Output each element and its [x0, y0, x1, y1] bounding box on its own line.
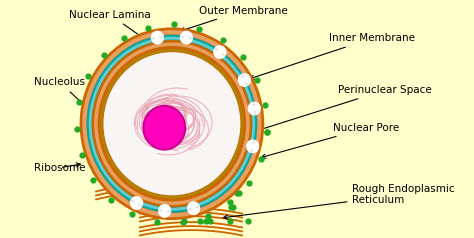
Text: Nucleolus: Nucleolus: [34, 77, 93, 113]
Text: Inner Membrane: Inner Membrane: [250, 34, 415, 79]
Text: DNA: DNA: [99, 123, 151, 143]
Ellipse shape: [96, 44, 248, 203]
Ellipse shape: [103, 52, 240, 195]
Ellipse shape: [144, 106, 185, 149]
Text: Perinuclear Space: Perinuclear Space: [257, 85, 432, 131]
Ellipse shape: [130, 196, 143, 210]
Ellipse shape: [237, 73, 251, 87]
Ellipse shape: [180, 31, 193, 45]
Text: Rough Endoplasmic
Reticulum: Rough Endoplasmic Reticulum: [223, 184, 455, 219]
Ellipse shape: [247, 102, 261, 115]
Ellipse shape: [187, 201, 200, 215]
Text: Nuclear Pore: Nuclear Pore: [261, 123, 400, 158]
Text: Nuclear Lamina: Nuclear Lamina: [69, 10, 155, 46]
Ellipse shape: [84, 32, 259, 215]
Ellipse shape: [246, 139, 259, 153]
Ellipse shape: [158, 204, 171, 218]
Ellipse shape: [213, 45, 227, 59]
Ellipse shape: [151, 31, 164, 45]
Text: Outer Membrane: Outer Membrane: [181, 6, 287, 32]
Text: Ribosome: Ribosome: [34, 163, 85, 173]
